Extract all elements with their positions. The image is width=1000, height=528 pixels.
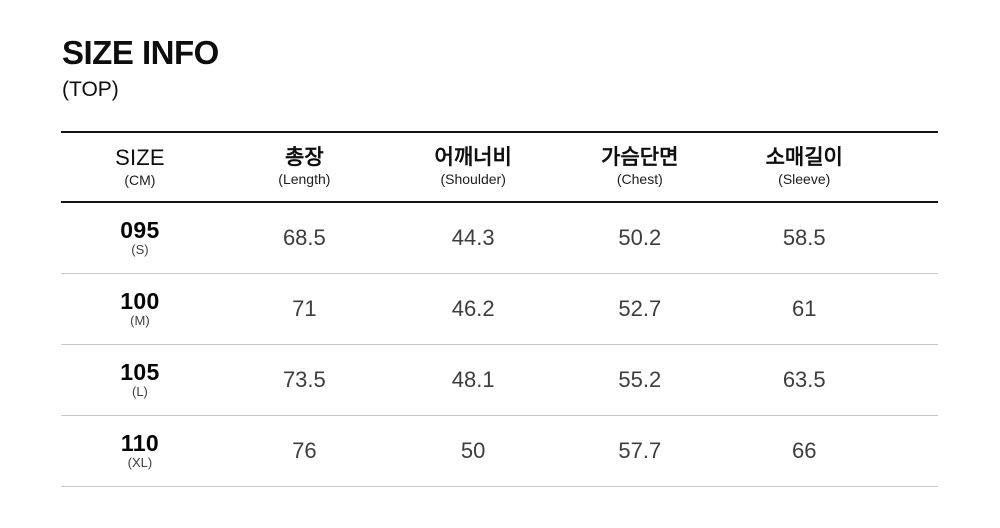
measurement-value: 71: [292, 295, 317, 321]
table-header-row: SIZE (CM) 총장 (Length) 어깨너비 (Shoulder) 가슴…: [61, 133, 938, 203]
value-cell-length: 76: [219, 437, 390, 463]
table-row-095: 095 (S) 68.5 44.3 50.2 58.5: [61, 203, 938, 274]
table-row-100: 100 (M) 71 46.2 52.7 61: [61, 274, 938, 345]
page-subtitle: (TOP): [62, 78, 119, 101]
measurement-value: 76: [292, 437, 317, 463]
value-cell-chest: 50.2: [556, 224, 723, 250]
table-row-110: 110 (XL) 76 50 57.7 66: [61, 416, 938, 487]
page-header: SIZE INFO (TOP): [0, 0, 1000, 100]
value-cell-length: 68.5: [219, 224, 390, 250]
size-table: SIZE (CM) 총장 (Length) 어깨너비 (Shoulder) 가슴…: [61, 131, 938, 487]
measurement-value: 52.7: [618, 295, 662, 321]
measurement-value: 57.7: [618, 437, 662, 463]
measurement-value: 55.2: [618, 366, 662, 392]
header-label-sleeve: 소매길이: [765, 146, 843, 170]
value-cell-shoulder: 46.2: [390, 295, 557, 321]
size-cell: 105 (L): [61, 360, 219, 399]
value-cell-chest: 55.2: [556, 366, 723, 392]
value-cell-shoulder: 44.3: [390, 224, 557, 250]
header-label-chest: 가슴단면: [601, 146, 679, 170]
value-cell-sleeve: 63.5: [723, 366, 885, 392]
size-grade: (XL): [127, 455, 153, 471]
measurement-value: 46.2: [451, 295, 495, 321]
value-cell-length: 71: [219, 295, 390, 321]
measurement-value: 48.1: [451, 366, 495, 392]
header-sublabel-size: (CM): [124, 171, 156, 188]
size-cell: 110 (XL): [61, 431, 219, 470]
size-cell: 095 (S): [61, 218, 219, 257]
value-cell-length: 73.5: [219, 366, 390, 392]
value-cell-chest: 52.7: [556, 295, 723, 321]
value-cell-sleeve: 61: [723, 295, 885, 321]
header-cell-size: SIZE (CM): [61, 144, 219, 189]
measurement-value: 68.5: [282, 224, 326, 250]
value-cell-sleeve: 66: [723, 437, 885, 463]
measurement-value: 50.2: [618, 224, 662, 250]
header-label-size: SIZE: [115, 144, 165, 170]
header-sublabel-sleeve: (Sleeve): [778, 171, 831, 188]
size-value: 110: [120, 430, 159, 457]
value-cell-sleeve: 58.5: [723, 224, 885, 250]
measurement-value: 58.5: [782, 224, 826, 250]
size-value: 100: [120, 288, 160, 315]
value-cell-chest: 57.7: [556, 437, 723, 463]
header-cell-length: 총장 (Length): [219, 146, 390, 187]
size-value: 105: [120, 359, 160, 386]
value-cell-shoulder: 50: [390, 437, 557, 463]
header-label-shoulder: 어깨너비: [434, 146, 512, 170]
size-grade: (S): [131, 242, 149, 258]
size-grade: (L): [131, 384, 148, 400]
measurement-value: 66: [791, 437, 817, 463]
table-row-105: 105 (L) 73.5 48.1 55.2 63.5: [61, 345, 938, 416]
size-cell: 100 (M): [61, 289, 219, 328]
measurement-value: 61: [791, 295, 817, 321]
header-label-length: 총장: [285, 146, 324, 170]
header-sublabel-chest: (Chest): [616, 171, 663, 188]
header-cell-shoulder: 어깨너비 (Shoulder): [390, 146, 557, 187]
header-sublabel-shoulder: (Shoulder): [440, 171, 506, 188]
header-cell-chest: 가슴단면 (Chest): [556, 146, 723, 187]
measurement-value: 73.5: [282, 366, 326, 392]
size-grade: (M): [130, 313, 150, 329]
header-cell-sleeve: 소매길이 (Sleeve): [723, 146, 885, 187]
measurement-value: 44.3: [451, 224, 495, 250]
measurement-value: 50: [460, 437, 486, 463]
size-value: 095: [120, 217, 160, 244]
page-title: SIZE INFO: [62, 34, 219, 71]
header-sublabel-length: (Length): [278, 171, 331, 188]
value-cell-shoulder: 48.1: [390, 366, 557, 392]
measurement-value: 63.5: [782, 366, 826, 392]
